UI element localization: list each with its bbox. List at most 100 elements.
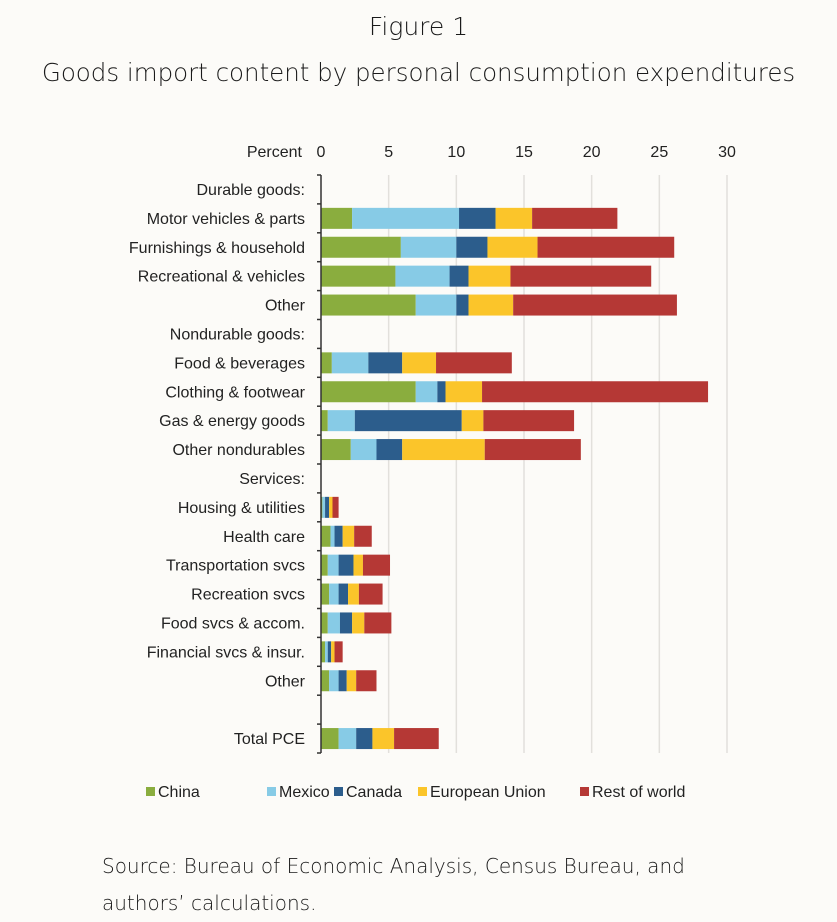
bar-segment-canada <box>325 496 330 518</box>
bar-segment-canada <box>437 381 446 403</box>
bar-segment-china <box>321 439 351 461</box>
category-label: Recreational & vehicles <box>138 269 305 286</box>
category-label: Other <box>265 298 306 315</box>
bar-segment-canada <box>338 583 349 605</box>
bar-segment-china <box>321 641 326 663</box>
x-axis-label: Percent <box>247 144 303 161</box>
bar-segment-canada <box>456 294 469 316</box>
bar-segment-rest-of-world <box>532 207 618 229</box>
bar-segment-canada <box>327 641 332 663</box>
bar-segment-rest-of-world <box>484 439 581 461</box>
bar-segment-canada <box>338 554 354 576</box>
legend-swatch <box>418 787 427 796</box>
category-label: Motor vehicles & parts <box>147 211 305 228</box>
category-label: Food & beverages <box>174 355 305 372</box>
chart-title: Goods import content by personal consump… <box>41 58 796 87</box>
category-label: Services: <box>239 471 305 488</box>
bar-segment-canada <box>368 352 403 374</box>
bar-segment-european-union <box>461 410 484 432</box>
bar-segment-mexico <box>415 381 438 403</box>
bar-segment-rest-of-world <box>394 728 439 750</box>
stacked-bar-chart: 0 5 10 15 20 25 30 Percent Durable goods: Motor… <box>129 144 736 801</box>
bar-segment-european-union <box>468 265 511 287</box>
bar-segment-mexico <box>352 207 460 229</box>
bar-segment-mexico <box>327 410 355 432</box>
bar-segment-european-union <box>445 381 483 403</box>
bar-segment-european-union <box>331 641 335 663</box>
category-label: Financial svcs & insur. <box>147 644 305 661</box>
category-label: Other <box>265 673 306 690</box>
legend-label: Canada <box>346 784 402 801</box>
bar-segment-european-union <box>329 496 333 518</box>
bar-segment-european-union <box>495 207 533 229</box>
category-label: Housing & utilities <box>178 500 305 517</box>
bar-segment-mexico <box>331 352 369 374</box>
category-label: Total PCE <box>234 731 305 748</box>
bar-segment-european-union <box>402 352 437 374</box>
category-label: Clothing & footwear <box>165 384 305 401</box>
bar-segment-china <box>321 728 339 750</box>
bar-segment-mexico <box>338 728 357 750</box>
bar-segment-canada <box>449 265 469 287</box>
bar-segment-rest-of-world <box>334 641 343 663</box>
bar-segment-rest-of-world <box>513 294 677 316</box>
gridlines <box>387 175 728 753</box>
bar-segment-mexico <box>329 583 339 605</box>
bar-segment-european-union <box>372 728 395 750</box>
x-tick-label: 20 <box>583 144 601 161</box>
bar-segment-china <box>321 207 353 229</box>
category-label: Nondurable goods: <box>170 326 305 343</box>
bar-segment-china <box>321 410 328 432</box>
bar-segment-china <box>321 670 330 692</box>
bar-segment-mexico <box>400 236 457 258</box>
category-label: Other nondurables <box>172 442 305 459</box>
legend-label: Rest of world <box>592 784 685 801</box>
bar-segment-rest-of-world <box>354 525 372 547</box>
bar-segment-rest-of-world <box>356 670 377 692</box>
bar-segment-china <box>321 525 331 547</box>
legend-swatch <box>267 787 276 796</box>
bar-segment-european-union <box>348 583 359 605</box>
bar-segment-mexico <box>325 641 328 663</box>
bar-segment-mexico <box>350 439 377 461</box>
bar-segment-china <box>321 265 396 287</box>
bar-segment-rest-of-world <box>537 236 675 258</box>
bar-segment-mexico <box>330 525 335 547</box>
x-tick-label: 0 <box>317 144 326 161</box>
bar-segment-canada <box>339 612 353 634</box>
y-axis <box>317 174 322 754</box>
bar-segment-canada <box>456 236 488 258</box>
legend-label: European Union <box>430 784 546 801</box>
x-axis-ticks: 0 5 10 15 20 25 30 <box>317 144 736 161</box>
bar-segment-china <box>321 583 330 605</box>
legend-swatch <box>580 787 589 796</box>
x-tick-label: 25 <box>650 144 668 161</box>
bar-segment-european-union <box>487 236 538 258</box>
bar-segment-china <box>321 381 416 403</box>
bar-segment-rest-of-world <box>358 583 383 605</box>
category-label: Health care <box>223 529 305 546</box>
bar-segment-canada <box>338 670 347 692</box>
bars <box>321 207 709 750</box>
y-axis-labels: Durable goods: Motor vehicles & parts Furn… <box>129 182 306 748</box>
x-tick-label: 5 <box>384 144 393 161</box>
bar-segment-mexico <box>322 496 326 518</box>
source-note: Source: Bureau of Economic Analysis, Cen… <box>102 854 685 915</box>
bar-segment-rest-of-world <box>436 352 512 374</box>
bar-segment-european-union <box>342 525 355 547</box>
bar-segment-european-union <box>352 612 365 634</box>
bar-segment-rest-of-world <box>510 265 652 287</box>
figure-label: Figure 1 <box>368 12 469 41</box>
legend: China Mexico Canada European Union Rest of w… <box>146 784 685 801</box>
bar-segment-mexico <box>327 554 339 576</box>
x-tick-label: 30 <box>718 144 736 161</box>
legend-swatch <box>146 787 155 796</box>
bar-segment-mexico <box>395 265 450 287</box>
x-tick-label: 10 <box>447 144 465 161</box>
bar-segment-rest-of-world <box>332 496 339 518</box>
category-label: Recreation svcs <box>191 587 305 604</box>
category-label: Food svcs & accom. <box>161 615 305 632</box>
bar-segment-canada <box>356 728 373 750</box>
bar-segment-canada <box>376 439 403 461</box>
bar-segment-european-union <box>468 294 514 316</box>
